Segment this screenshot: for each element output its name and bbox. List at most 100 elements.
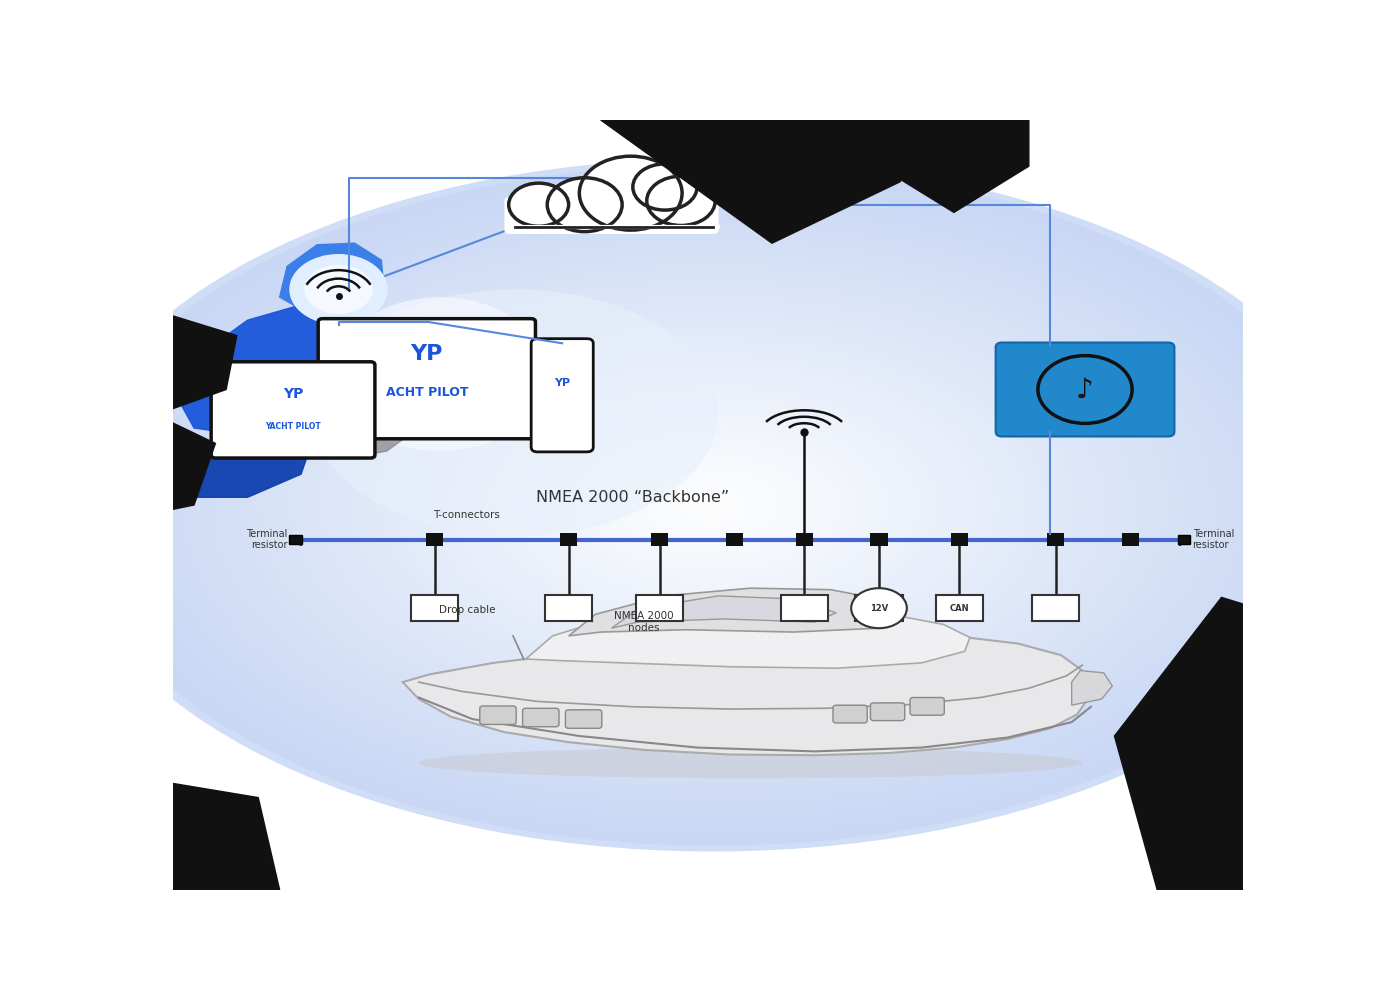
Ellipse shape	[515, 190, 718, 230]
Ellipse shape	[115, 187, 1312, 823]
FancyBboxPatch shape	[427, 533, 443, 546]
FancyBboxPatch shape	[795, 533, 812, 546]
Ellipse shape	[312, 289, 718, 536]
Circle shape	[304, 265, 373, 314]
Ellipse shape	[148, 205, 1279, 805]
Ellipse shape	[659, 476, 768, 534]
FancyBboxPatch shape	[522, 708, 559, 727]
Circle shape	[646, 176, 715, 225]
Polygon shape	[119, 312, 238, 428]
Polygon shape	[403, 634, 1088, 755]
FancyBboxPatch shape	[1032, 595, 1079, 621]
FancyBboxPatch shape	[870, 703, 905, 721]
FancyBboxPatch shape	[726, 533, 743, 546]
Ellipse shape	[387, 332, 1040, 678]
Ellipse shape	[365, 320, 1062, 690]
Ellipse shape	[72, 164, 1355, 846]
FancyBboxPatch shape	[1178, 535, 1190, 544]
Circle shape	[632, 164, 697, 210]
Text: 12V: 12V	[870, 604, 888, 613]
Ellipse shape	[409, 343, 1018, 667]
Circle shape	[289, 254, 388, 325]
Ellipse shape	[670, 482, 757, 528]
Ellipse shape	[267, 268, 1159, 742]
Ellipse shape	[180, 222, 1246, 788]
Text: NMEA 2000 “Backbone”: NMEA 2000 “Backbone”	[536, 490, 729, 505]
FancyBboxPatch shape	[289, 535, 302, 544]
FancyBboxPatch shape	[1121, 533, 1139, 546]
Text: ACHT PILOT: ACHT PILOT	[385, 386, 468, 399]
Ellipse shape	[126, 193, 1301, 817]
Ellipse shape	[191, 228, 1236, 782]
Ellipse shape	[354, 314, 1072, 696]
Ellipse shape	[518, 401, 909, 609]
FancyBboxPatch shape	[1047, 533, 1065, 546]
Ellipse shape	[431, 355, 996, 655]
Circle shape	[851, 588, 907, 628]
FancyBboxPatch shape	[833, 705, 867, 723]
Polygon shape	[878, 120, 1029, 212]
Ellipse shape	[333, 297, 547, 451]
Ellipse shape	[485, 384, 942, 626]
FancyBboxPatch shape	[211, 362, 374, 458]
Ellipse shape	[311, 291, 1116, 719]
Ellipse shape	[463, 372, 964, 638]
Ellipse shape	[615, 453, 811, 557]
Circle shape	[508, 183, 569, 226]
Text: NMEA 2000
nodes: NMEA 2000 nodes	[613, 611, 674, 633]
Ellipse shape	[702, 499, 724, 511]
Polygon shape	[601, 120, 900, 243]
Polygon shape	[119, 413, 215, 520]
Circle shape	[580, 156, 682, 230]
FancyBboxPatch shape	[910, 698, 945, 715]
Ellipse shape	[398, 338, 1029, 672]
Ellipse shape	[452, 366, 974, 644]
Ellipse shape	[202, 234, 1225, 776]
FancyBboxPatch shape	[780, 595, 827, 621]
Ellipse shape	[528, 407, 898, 603]
Ellipse shape	[626, 459, 800, 551]
Polygon shape	[526, 607, 969, 668]
Polygon shape	[119, 774, 279, 890]
FancyBboxPatch shape	[996, 343, 1174, 436]
Ellipse shape	[474, 378, 953, 632]
Ellipse shape	[289, 280, 1138, 730]
Ellipse shape	[572, 430, 855, 580]
FancyBboxPatch shape	[412, 595, 458, 621]
FancyBboxPatch shape	[650, 533, 668, 546]
Ellipse shape	[255, 262, 1170, 748]
Polygon shape	[279, 243, 384, 319]
Text: ♪: ♪	[1076, 375, 1094, 403]
Ellipse shape	[418, 748, 1083, 778]
Ellipse shape	[93, 176, 1333, 834]
Text: Terminal
resistor: Terminal resistor	[1193, 529, 1235, 550]
FancyBboxPatch shape	[936, 595, 983, 621]
Ellipse shape	[648, 470, 779, 540]
Ellipse shape	[496, 389, 931, 620]
Text: YP: YP	[554, 378, 570, 388]
FancyBboxPatch shape	[565, 710, 602, 728]
Polygon shape	[173, 305, 376, 436]
Ellipse shape	[61, 158, 1366, 852]
FancyBboxPatch shape	[870, 533, 888, 546]
Ellipse shape	[322, 297, 1105, 713]
Ellipse shape	[605, 447, 822, 563]
Ellipse shape	[137, 199, 1290, 811]
Ellipse shape	[583, 436, 844, 574]
Ellipse shape	[300, 286, 1127, 724]
Polygon shape	[173, 428, 312, 497]
FancyBboxPatch shape	[545, 595, 592, 621]
FancyBboxPatch shape	[637, 595, 684, 621]
Ellipse shape	[681, 488, 746, 522]
FancyBboxPatch shape	[504, 197, 718, 234]
Ellipse shape	[539, 413, 887, 597]
Polygon shape	[569, 588, 900, 636]
Ellipse shape	[246, 257, 1181, 753]
Text: CAN: CAN	[950, 604, 969, 613]
Polygon shape	[1072, 671, 1112, 705]
Ellipse shape	[235, 251, 1192, 759]
Ellipse shape	[104, 182, 1323, 828]
Polygon shape	[1114, 597, 1297, 890]
Ellipse shape	[692, 493, 735, 517]
Text: YACHT PILOT: YACHT PILOT	[265, 422, 320, 431]
